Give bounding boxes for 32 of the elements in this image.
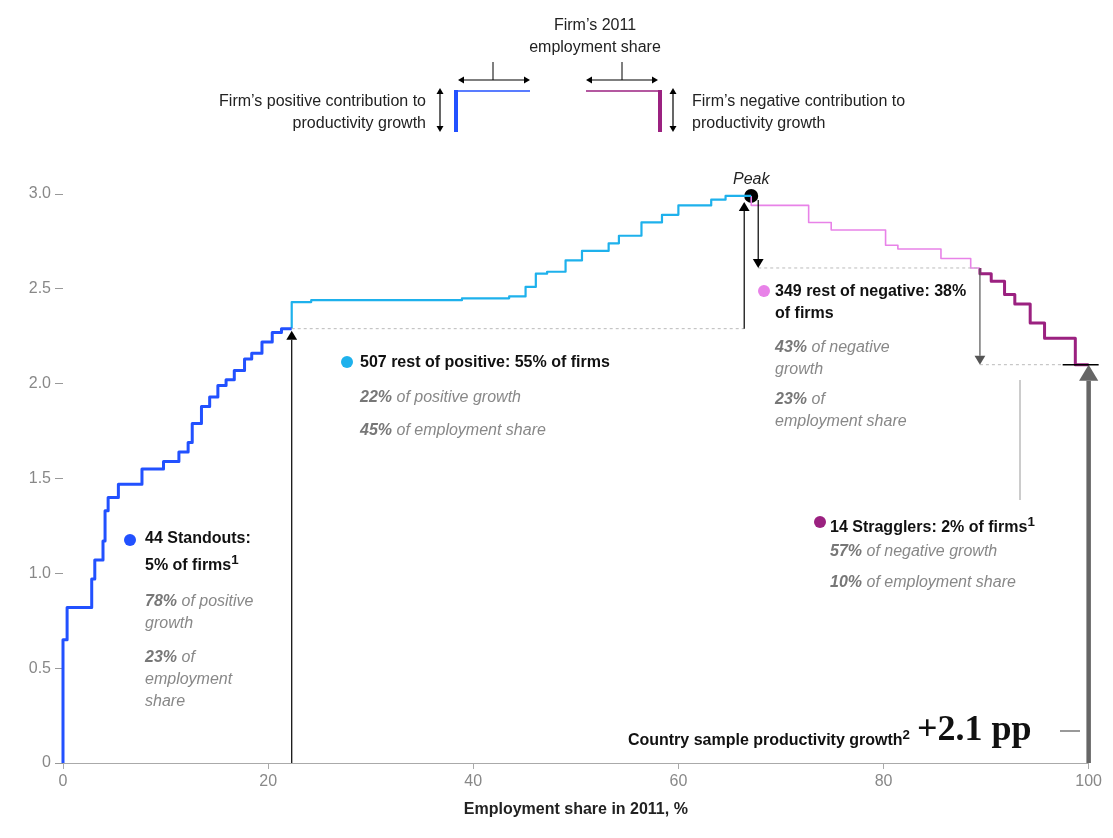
x-tick-label: 100 [1075,772,1103,790]
x-tick-label: 80 [874,772,893,790]
y-tick-label: 2.5 [28,279,52,297]
annotation: 45% of employment share [360,421,546,438]
annotation: 10% of employment share [830,573,1016,590]
y-tick-label: 0 [42,753,52,771]
y-tick-label: 2.0 [28,374,52,392]
annotation: 22% of positive growth [360,388,521,405]
annotation: 78% of positive growth [145,592,254,631]
legend-label: 14 Stragglers: 2% of firms$^{1}$ [830,513,1035,538]
x-tick-label: 40 [464,772,483,790]
legend-label: 44 Standouts: 5% of firms$^{1}$ [145,528,252,576]
annotation: Peak [732,169,771,187]
y-tick-label: 1.5 [28,468,52,486]
x-tick-label: 20 [259,772,278,790]
x-tick-label: 60 [669,772,688,790]
annotation: +2.1 pp [917,708,1032,748]
text: Firm’s positive contribution to productivity growth [219,92,426,131]
y-tick-label: 1.0 [28,563,52,581]
text: Firm’s negative contribution to productivity growth [692,92,906,131]
annotation: 23% of employment share [145,648,233,709]
y-tick-label: 0.5 [28,658,52,676]
annotation: 23% of employment share [775,390,907,429]
annotation: Country sample productivity growth$^{2}$ [627,727,910,749]
text: Firm’s 2011 employment share [529,16,661,55]
x-axis-title: Employment share in 2011, % [463,799,688,817]
annotation: 43% of negative growth [775,338,890,377]
legend-label: 349 rest of negative: 38% of firms [775,281,968,323]
x-tick-label: 0 [58,772,68,790]
annotation: 57% of negative growth [830,542,998,559]
y-tick-label: 3.0 [28,184,52,202]
legend-label: 507 rest of positive: 55% of firms [360,352,610,372]
